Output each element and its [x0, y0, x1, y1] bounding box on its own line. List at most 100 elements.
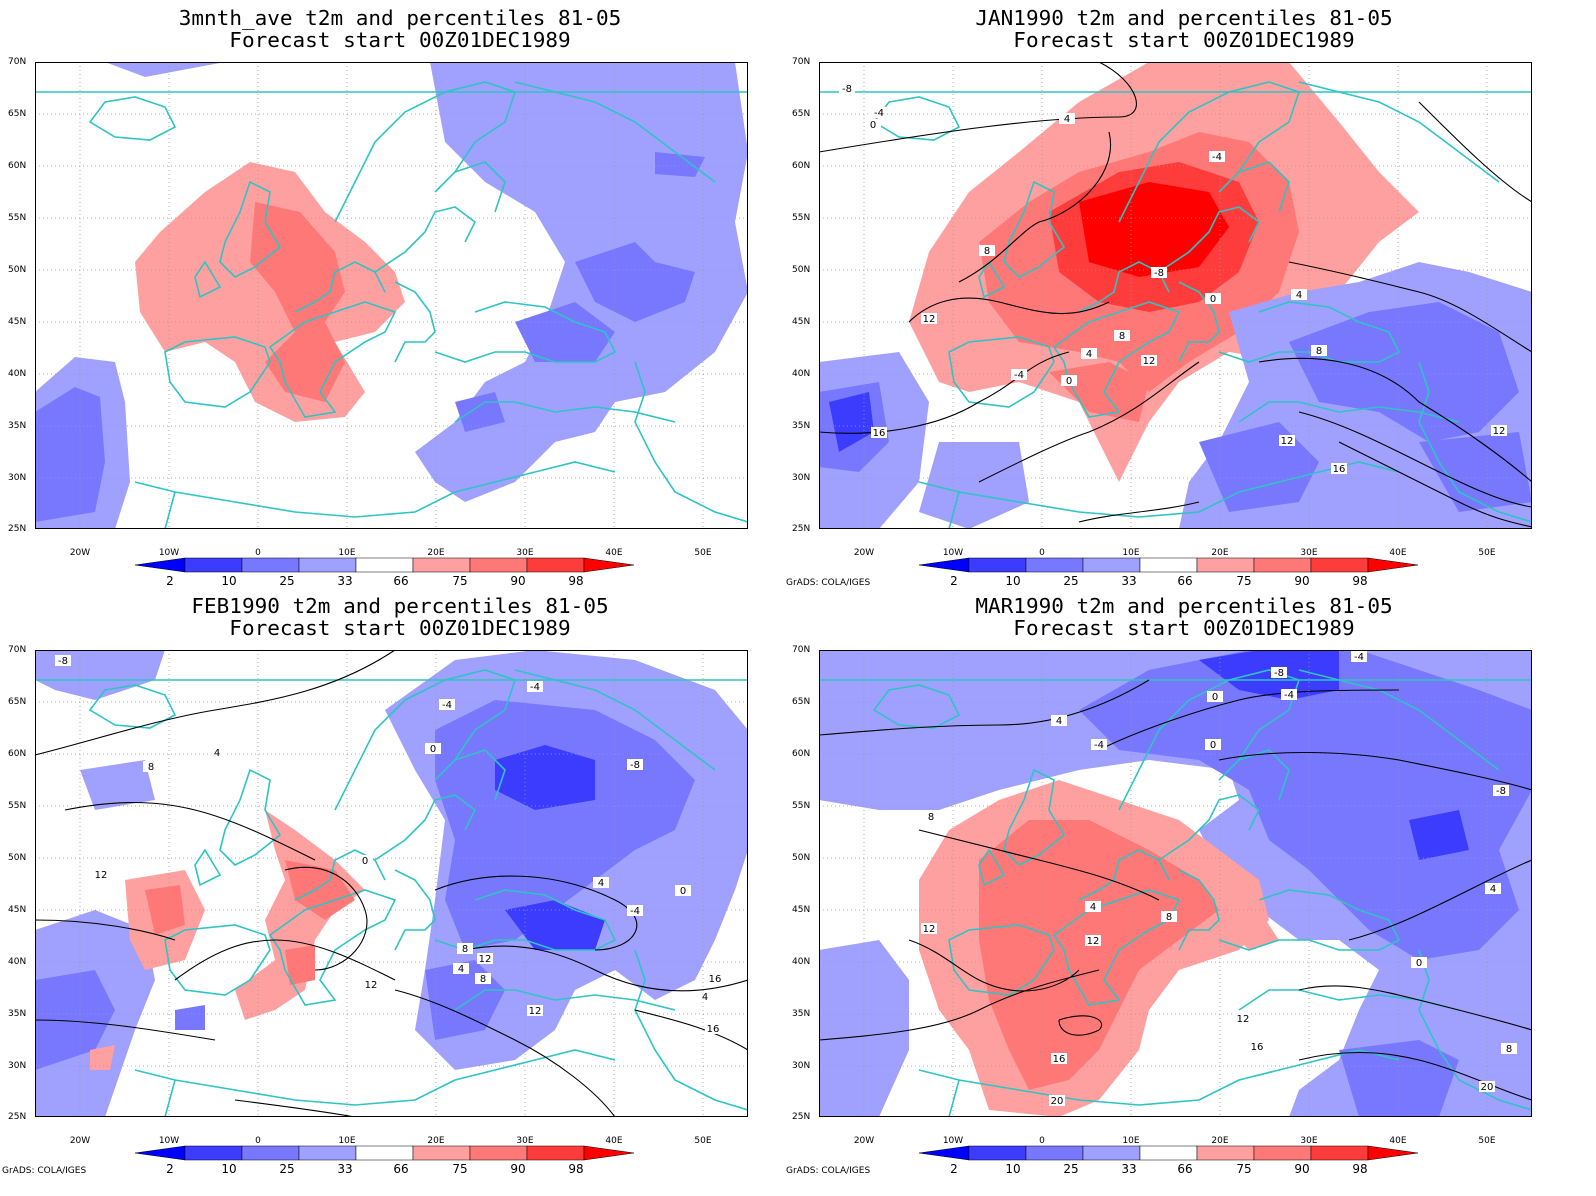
coastline: [872, 684, 961, 729]
percentile-shading: [1079, 182, 1229, 277]
contour-label-text: 20: [1051, 1096, 1064, 1107]
temperature-contour: [819, 969, 1100, 1041]
temperature-contour: [1418, 101, 1532, 203]
colorbar-arrow-high: [1367, 1145, 1419, 1161]
lat-tick-label: 35N: [792, 1009, 811, 1019]
lon-tick-label: 20W: [69, 548, 91, 558]
coastline: [1238, 461, 1400, 493]
colorbar-label: 2: [166, 1162, 174, 1176]
colorbar-segment: [1310, 1145, 1369, 1161]
contour-label: 12: [527, 1005, 543, 1017]
colorbar-segment: [298, 1145, 357, 1161]
coastline: [1158, 794, 1261, 861]
contour-label: -4: [871, 107, 887, 119]
lat-tick-label: 30N: [8, 473, 27, 483]
colorbar-label: 66: [1177, 574, 1193, 588]
temperature-contour: [1218, 751, 1532, 791]
lat-tick-label: 65N: [8, 109, 27, 119]
colorbar-label: 2: [950, 1162, 958, 1176]
contour-label: 12: [921, 313, 937, 325]
coastline: [434, 351, 556, 363]
contour-label-text: 12: [479, 954, 492, 965]
contour-label-text: -4: [1284, 690, 1294, 701]
temperature-contour: [908, 939, 1080, 992]
lon-tick-label: 20W: [853, 548, 875, 558]
coastline: [334, 81, 517, 223]
lat-tick-label: 25N: [792, 1112, 811, 1122]
lon-tick-label: 20W: [69, 1136, 91, 1146]
lat-tick-label: 65N: [8, 697, 27, 707]
lon-tick-label: 50E: [1478, 1136, 1496, 1146]
coastline: [872, 96, 961, 141]
colorbar-arrow-low: [919, 557, 970, 573]
contour-label-text: 0: [1210, 294, 1216, 305]
panel-title: MAR1990 t2m and percentiles 81-05: [975, 594, 1393, 618]
contour-label-text: 4: [458, 964, 464, 975]
contour-label: -8: [1493, 785, 1509, 797]
lon-tick-label: 10E: [1122, 1136, 1140, 1146]
lat-tick-label: 35N: [792, 421, 811, 431]
temperature-contour: [284, 866, 368, 971]
percentile-shading: [979, 820, 1219, 1090]
percentile-shading: [1339, 1040, 1459, 1117]
temperature-contour: [1058, 1015, 1102, 1036]
contour-label-text: 0: [1416, 958, 1422, 969]
coastline: [948, 336, 1055, 408]
temperature-contour: [464, 945, 748, 992]
colorbar-segment: [355, 557, 414, 573]
coastline: [948, 924, 1055, 996]
contour-label: 16: [705, 1023, 721, 1035]
contour-label: 16: [871, 427, 887, 439]
coastline: [374, 794, 477, 861]
coastline: [219, 180, 282, 278]
colorbar-label: 75: [1236, 1162, 1252, 1176]
coastline: [1003, 180, 1066, 278]
lon-tick-label: 10E: [1122, 548, 1140, 558]
lat-tick-label: 65N: [792, 697, 811, 707]
contour-label: 0: [1205, 293, 1221, 305]
colorbar-segment: [355, 1145, 414, 1161]
contour-label-text: 4: [1086, 349, 1092, 360]
colorbar-label: 33: [1121, 1162, 1137, 1176]
contour-label-text: 0: [870, 120, 876, 131]
contour-label-text: 4: [1490, 884, 1496, 895]
colorbar-segment: [1025, 557, 1084, 573]
colorbar-label: 10: [221, 574, 237, 588]
contour-label-text: 4: [1090, 902, 1096, 913]
lon-tick-label: 30E: [516, 1136, 534, 1146]
contour-label: 4: [697, 991, 713, 1003]
lon-tick-label: 50E: [694, 1136, 712, 1146]
lon-tick-label: 40E: [605, 548, 623, 558]
contour-label: 0: [675, 885, 691, 897]
contour-label-text: 12: [1237, 1014, 1250, 1025]
colorbar-segment: [1310, 557, 1369, 573]
map-frame: [35, 62, 748, 529]
colorbar-label: 66: [393, 1162, 409, 1176]
contour-label: 0: [1061, 375, 1077, 387]
percentile-shading: [35, 387, 105, 522]
contour-label: 4: [1085, 901, 1101, 913]
colorbar-segment: [241, 557, 300, 573]
contour-label: 4: [1081, 348, 1097, 360]
lat-tick-label: 45N: [792, 905, 811, 915]
contour-label-text: 12: [365, 980, 378, 991]
coastline: [268, 889, 397, 1006]
contour-label: 8: [475, 973, 491, 985]
contour-label: 16: [1051, 1053, 1067, 1065]
contour-label-text: 8: [1166, 912, 1172, 923]
contour-label-text: -4: [1212, 152, 1222, 163]
percentile-shading: [829, 392, 874, 452]
percentile-shading: [145, 885, 185, 935]
coastline: [454, 461, 616, 493]
temperature-contour: [434, 875, 638, 951]
temperature-contour: [174, 939, 396, 981]
lat-tick-label: 50N: [792, 265, 811, 275]
contour-label-text: 4: [598, 878, 604, 889]
temperature-contour: [918, 829, 1160, 901]
percentile-shading: [35, 970, 115, 1070]
colorbar-segment: [526, 557, 585, 573]
coastline: [194, 848, 222, 887]
contour-label: 16: [707, 973, 723, 985]
lat-tick-label: 30N: [792, 1061, 811, 1071]
